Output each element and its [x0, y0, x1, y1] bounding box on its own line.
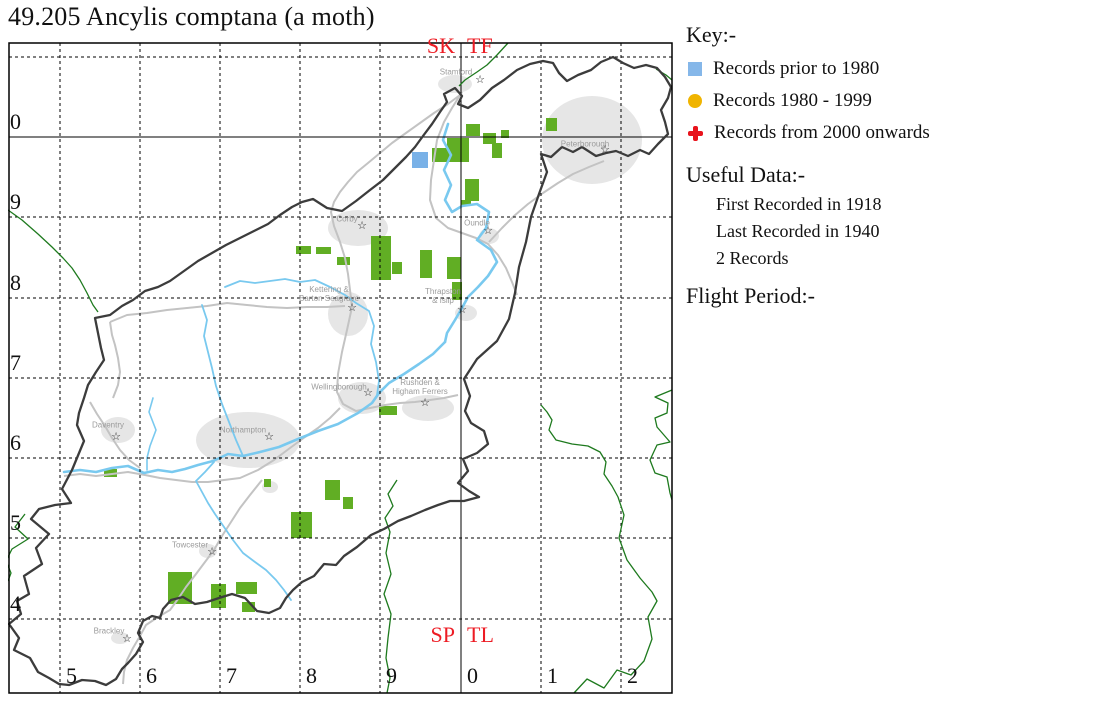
key-item-label: Records prior to 1980: [713, 58, 880, 79]
roads: [63, 91, 605, 685]
key-heading: Key:-: [686, 22, 737, 47]
grid-lines: [9, 43, 672, 693]
last-recorded: Last Recorded in 1940: [716, 221, 880, 241]
flight-period-heading: Flight Period:-: [686, 283, 815, 308]
first-recorded: First Recorded in 1918: [716, 194, 882, 214]
key-item-label: Records from 2000 onwards: [714, 122, 930, 143]
woodland-patches: [104, 118, 557, 612]
useful-data-heading: Useful Data:-: [686, 162, 806, 187]
info-panel: Key:- Records prior to 1980 Records 1980…: [686, 22, 1116, 315]
urban-areas: [101, 75, 642, 644]
county-boundary: [8, 55, 673, 687]
useful-data-section: Useful Data:- First Recorded in 1918 Las…: [686, 162, 1116, 269]
key-item-2000-onwards: Records from 2000 onwards: [688, 122, 1116, 144]
page-title: 49.205 Ancylis comptana (a moth): [8, 2, 375, 31]
key-item-1980-1999: Records 1980 - 1999: [688, 90, 1116, 112]
distribution-map: [8, 42, 673, 694]
key-item-label: Records 1980 - 1999: [713, 90, 872, 111]
red-cross-swatch: [688, 125, 703, 141]
key-item-prior-1980: Records prior to 1980: [688, 58, 1116, 80]
record-count: 2 Records: [716, 248, 789, 268]
blue-square-swatch: [688, 62, 702, 76]
rivers: [62, 122, 499, 601]
yellow-circle-swatch: [688, 94, 702, 108]
map-frame: [8, 42, 673, 694]
